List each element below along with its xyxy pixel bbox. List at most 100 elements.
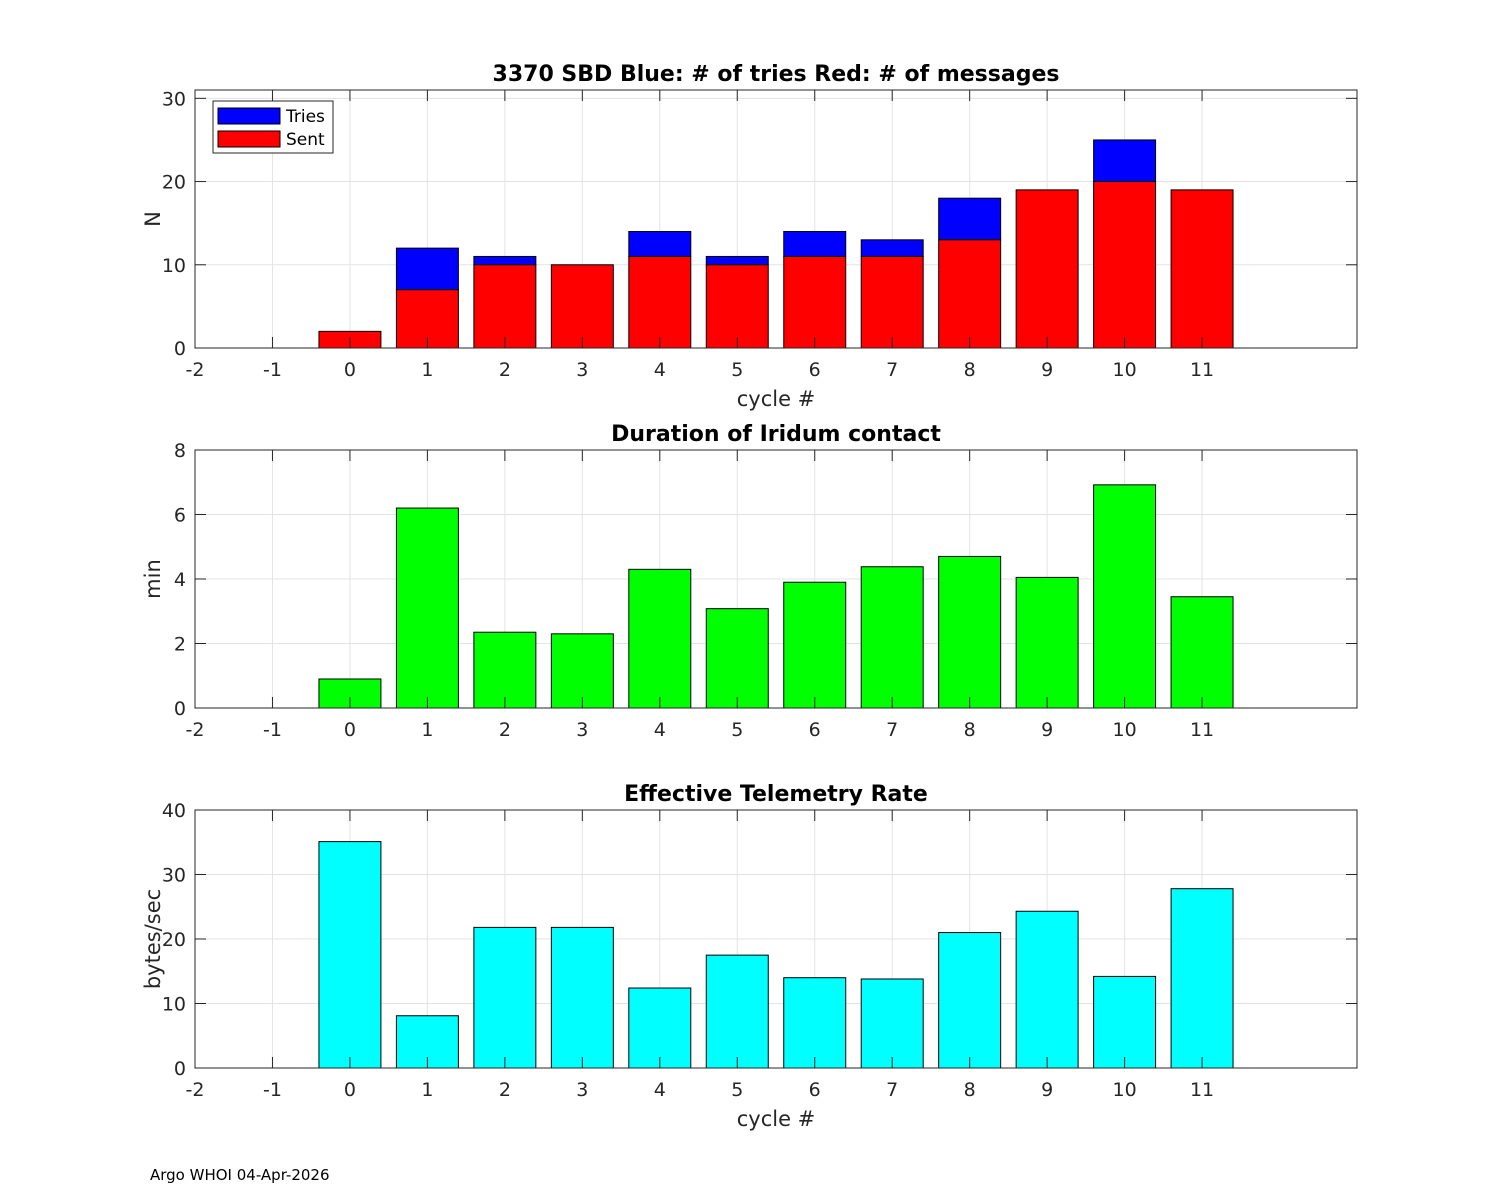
chart2-bar <box>473 631 537 709</box>
chart1-legend-label: Sent <box>286 130 325 150</box>
chart3-ytick-label: 20 <box>162 929 186 951</box>
chart3-xtick-label: 0 <box>344 1079 356 1101</box>
chart3-xtick-label: 8 <box>964 1079 976 1101</box>
chart3-xtick-label: 3 <box>576 1079 588 1101</box>
chart2-ytick-label: 8 <box>174 440 186 462</box>
chart1-xtick-label: 3 <box>576 359 588 381</box>
chart2-xtick-label: 2 <box>499 719 511 741</box>
chart1-ytick-label: 10 <box>162 255 186 277</box>
chart3-xtick-label: -2 <box>186 1079 205 1101</box>
chart1-plot-area <box>195 90 1357 348</box>
chart3-bar <box>705 954 769 1069</box>
chart1-xtick-label: 10 <box>1113 359 1137 381</box>
chart1-bar-tries <box>705 255 769 266</box>
chart3-ytick-label: 10 <box>162 994 186 1016</box>
chart1-xtick-label: 8 <box>964 359 976 381</box>
chart2-ylabel: min <box>141 559 165 599</box>
chart2-ytick-label: 0 <box>174 698 186 720</box>
chart1-xtick-label: 2 <box>499 359 511 381</box>
chart2-xtick-label: 10 <box>1113 719 1137 741</box>
footer-stamp: Argo WHOI 04-Apr-2026 <box>150 1166 330 1184</box>
chart1-xlabel: cycle # <box>737 387 816 411</box>
chart2-xtick-label: 6 <box>809 719 821 741</box>
chart3-bar <box>1015 910 1079 1069</box>
chart3-bar <box>473 926 537 1069</box>
chart3-bar <box>860 978 924 1069</box>
chart2-ytick-label: 2 <box>174 634 186 656</box>
chart1-bar-tries <box>628 230 692 257</box>
chart3-bar <box>550 926 614 1069</box>
chart1-bar-tries <box>395 247 459 291</box>
chart2-ytick-label: 4 <box>174 569 186 591</box>
chart1-bar-sent <box>938 239 1002 349</box>
chart2-bar <box>628 568 692 709</box>
chart2-bar <box>1015 576 1079 709</box>
chart2-bar <box>1093 484 1157 709</box>
chart1-bar-sent <box>860 255 924 349</box>
chart1-ytick-label: 30 <box>162 88 186 110</box>
chart2-xtick-label: -1 <box>263 719 282 741</box>
chart3-xtick-label: 11 <box>1190 1079 1214 1101</box>
chart1-xtick-label: 9 <box>1041 359 1053 381</box>
chart1-bar-tries <box>860 239 924 257</box>
chart3-bar <box>628 987 692 1069</box>
chart3-xtick-label: 1 <box>421 1079 433 1101</box>
chart1-xtick-label: -1 <box>263 359 282 381</box>
chart1-bar-sent <box>473 264 537 349</box>
chart2-xtick-label: 0 <box>344 719 356 741</box>
chart3-xtick-label: 4 <box>654 1079 666 1101</box>
chart2-xtick-label: 9 <box>1041 719 1053 741</box>
chart3-xtick-label: -1 <box>263 1079 282 1101</box>
chart2-xtick-label: 5 <box>731 719 743 741</box>
chart1-xtick-label: 7 <box>886 359 898 381</box>
chart1-ytick-label: 0 <box>174 338 186 360</box>
chart2-xtick-label: 11 <box>1190 719 1214 741</box>
chart3-bar <box>1170 888 1234 1069</box>
chart1-xtick-label: 4 <box>654 359 666 381</box>
chart2-bar <box>705 608 769 709</box>
chart1-ylabel: N <box>141 211 165 227</box>
chart1-xtick-label: 1 <box>421 359 433 381</box>
chart1-bar-sent <box>628 255 692 349</box>
chart2-bar <box>1170 596 1234 709</box>
chart1-xtick-label: 6 <box>809 359 821 381</box>
chart1-bar-sent <box>783 255 847 349</box>
chart2-title: Duration of Iridum contact <box>611 422 941 447</box>
chart3-ylabel: bytes/sec <box>141 889 165 989</box>
chart3-bar <box>938 932 1002 1069</box>
chart3-title: Effective Telemetry Rate <box>624 782 928 807</box>
chart3-bar <box>318 841 382 1069</box>
chart3-xtick-label: 5 <box>731 1079 743 1101</box>
chart3-ytick-label: 0 <box>174 1058 186 1080</box>
chart2-bar <box>550 633 614 709</box>
chart3-ytick-label: 30 <box>162 865 186 887</box>
chart1-ytick-label: 20 <box>162 172 186 194</box>
chart1-xtick-label: 11 <box>1190 359 1214 381</box>
chart3-ytick-label: 40 <box>162 800 186 822</box>
chart1-xtick-label: -2 <box>186 359 205 381</box>
chart1-title: 3370 SBD Blue: # of tries Red: # of mess… <box>493 62 1060 87</box>
chart1-xtick-label: 5 <box>731 359 743 381</box>
chart2-xtick-label: 8 <box>964 719 976 741</box>
chart1-legend-swatch <box>217 130 281 148</box>
chart1-bar-sent <box>1170 189 1234 349</box>
chart1-xtick-label: 0 <box>344 359 356 381</box>
chart1-bar-sent <box>550 264 614 349</box>
chart1-bar-tries <box>938 197 1002 241</box>
chart3-xlabel: cycle # <box>737 1107 816 1131</box>
chart1-bar-tries <box>473 255 537 266</box>
chart3-xtick-label: 7 <box>886 1079 898 1101</box>
chart1-bar-tries <box>783 230 847 257</box>
chart3-xtick-label: 9 <box>1041 1079 1053 1101</box>
chart2-ytick-label: 6 <box>174 505 186 527</box>
chart1-bar-sent <box>1015 189 1079 349</box>
chart3-xtick-label: 6 <box>809 1079 821 1101</box>
chart2-bar <box>395 507 459 709</box>
chart1-bar-sent <box>705 264 769 349</box>
chart2-bar <box>783 581 847 709</box>
chart3-xtick-label: 10 <box>1113 1079 1137 1101</box>
chart1-legend-label: Tries <box>285 107 325 127</box>
chart2-xtick-label: 7 <box>886 719 898 741</box>
chart2-xtick-label: 1 <box>421 719 433 741</box>
